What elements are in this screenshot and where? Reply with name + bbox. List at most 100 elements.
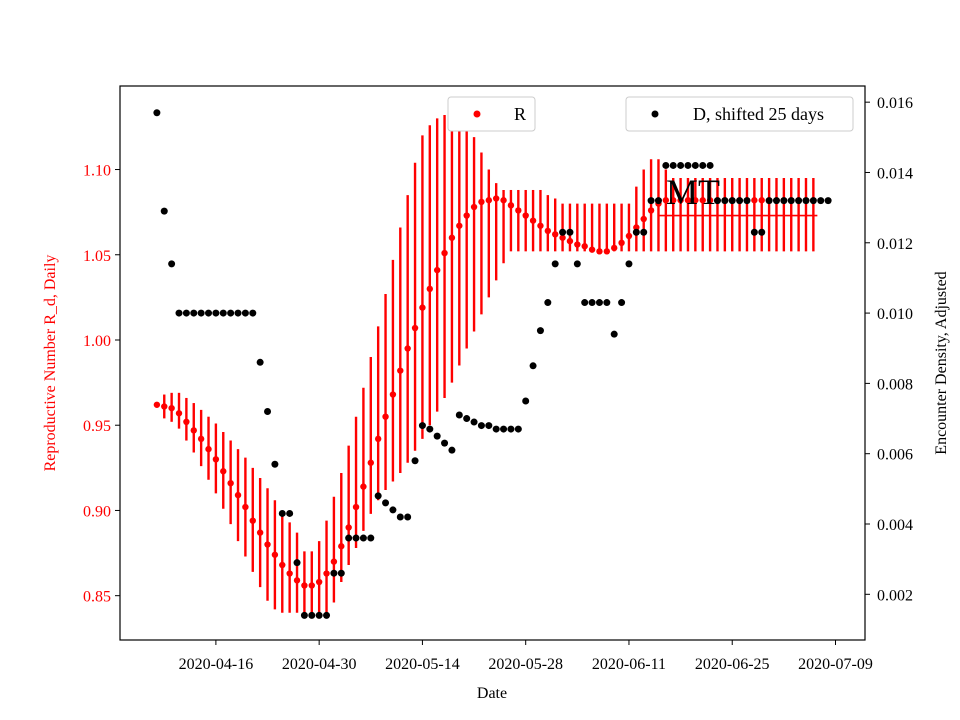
d-point <box>470 418 478 426</box>
d-point <box>190 309 198 317</box>
d-point <box>300 611 308 619</box>
r-point <box>382 413 389 420</box>
r-point <box>220 468 227 475</box>
d-point <box>433 432 441 440</box>
d-point <box>359 534 367 542</box>
r-point <box>360 483 367 490</box>
r-point <box>515 207 522 214</box>
legend-r: R <box>447 96 536 132</box>
y-right-tick-label: 0.002 <box>877 587 913 604</box>
d-point <box>625 260 633 268</box>
r-point <box>271 551 279 558</box>
r-point <box>529 217 537 224</box>
x-tick-label: 2020-05-14 <box>385 656 460 673</box>
d-point <box>522 397 530 405</box>
legend-r-marker <box>473 110 481 118</box>
r-point <box>197 435 205 443</box>
d-point <box>463 415 471 423</box>
r-point <box>456 222 463 229</box>
y-right-axis-title: Encounter Density, Adjusted <box>933 271 950 454</box>
r-point <box>478 198 485 206</box>
r-point <box>190 427 197 434</box>
y-left-tick-label: 0.95 <box>83 418 111 435</box>
r-point <box>684 197 692 204</box>
y-left-tick-label: 1.05 <box>83 248 111 265</box>
r-point <box>551 231 559 238</box>
r-point <box>692 197 699 204</box>
d-point <box>411 457 419 465</box>
d-point <box>264 408 272 416</box>
legend-d-marker <box>651 110 659 118</box>
d-point <box>197 309 205 317</box>
d-point <box>603 299 611 307</box>
y-left-axis-title: Reproductive Number R_d, Daily <box>42 255 59 472</box>
r-point <box>153 401 161 408</box>
x-axis-title: Date <box>477 685 507 702</box>
d-point <box>293 559 301 567</box>
d-point <box>595 299 603 307</box>
y-right-tick-label: 0.004 <box>877 517 913 534</box>
r-point <box>293 577 301 584</box>
legend-d-box <box>625 96 854 132</box>
d-point <box>153 109 161 117</box>
d-point <box>566 228 574 236</box>
r-point <box>397 367 404 374</box>
x-tick-label: 2020-06-25 <box>695 656 770 673</box>
r-point <box>611 244 618 252</box>
d-point <box>175 309 183 317</box>
y-right-tick-label: 0.014 <box>877 165 913 182</box>
r-point <box>441 249 448 257</box>
r-point <box>633 224 640 231</box>
r-point <box>264 541 271 548</box>
r-point <box>367 459 374 466</box>
r-point <box>234 491 242 499</box>
y-right-tick-label: 0.008 <box>877 376 913 393</box>
r-point <box>507 202 515 209</box>
d-point <box>559 228 567 236</box>
r-point <box>256 529 264 536</box>
d-point <box>389 506 397 514</box>
legend-d: D, shifted 25 days <box>625 96 854 132</box>
d-point <box>345 534 353 542</box>
r-point <box>227 479 234 487</box>
d-point <box>219 309 227 317</box>
r-point <box>411 324 419 332</box>
y-left-tick-label: 1.10 <box>83 163 111 180</box>
r-point <box>559 234 566 241</box>
d-point <box>662 161 670 169</box>
r-point <box>670 197 677 204</box>
x-tick-label: 2020-05-28 <box>488 656 563 673</box>
d-point <box>750 228 758 236</box>
d-point <box>699 161 707 169</box>
d-point <box>669 161 677 169</box>
r-point <box>249 517 256 524</box>
d-point <box>278 509 286 517</box>
d-point <box>573 260 581 268</box>
annotation-mt: MT <box>666 172 720 212</box>
d-point <box>706 161 714 169</box>
d-point <box>684 161 692 169</box>
legend-r-label: R <box>514 104 526 124</box>
d-point <box>492 425 500 433</box>
axes: 2020-04-16 2020-04-30 2020-05-14 2020-05-28… <box>83 85 913 673</box>
d-point <box>647 197 655 205</box>
d-point <box>337 569 345 577</box>
r-point <box>699 197 706 204</box>
y-right-tick-label: 0.012 <box>877 236 913 253</box>
plot-background <box>120 86 865 640</box>
r-point <box>330 558 338 565</box>
r-point <box>470 203 478 211</box>
r-point <box>183 418 190 426</box>
x-tick-label: 2020-06-11 <box>592 656 666 673</box>
r-point <box>647 207 655 214</box>
d-point <box>610 330 618 338</box>
r-point <box>618 239 625 247</box>
r-point <box>426 285 434 293</box>
d-series-points <box>153 109 832 619</box>
d-point <box>160 207 168 215</box>
y-right-tick-label: 0.010 <box>877 306 913 323</box>
d-point <box>485 422 493 430</box>
d-point <box>632 228 640 236</box>
r-point <box>758 197 765 204</box>
